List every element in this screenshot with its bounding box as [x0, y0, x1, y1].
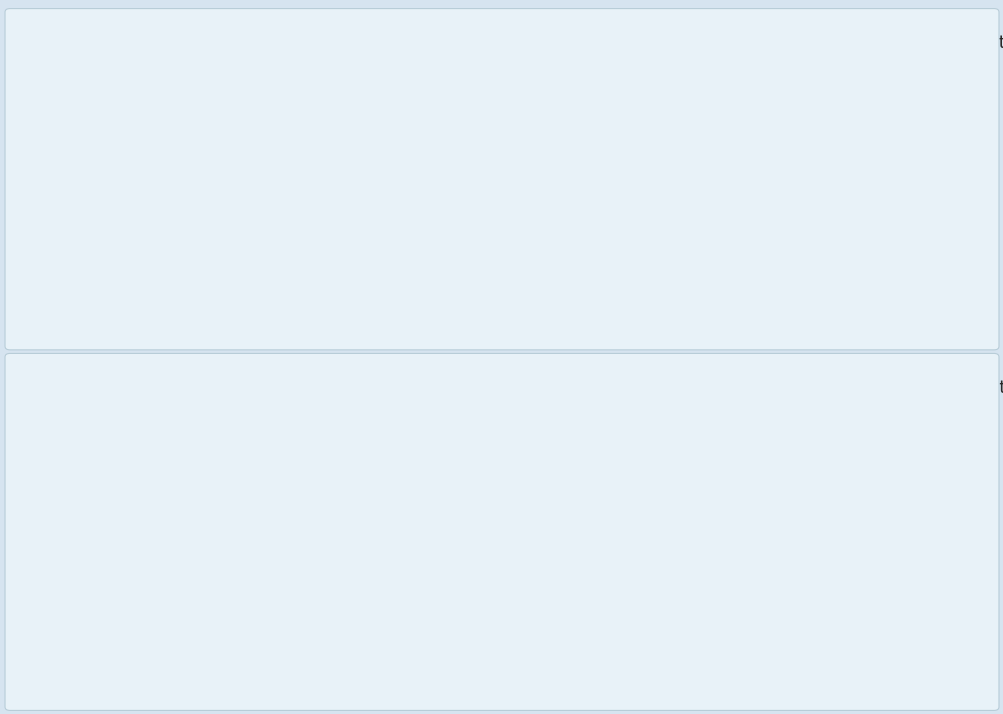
Text: = 2 cos(4: = 2 cos(4 — [292, 34, 381, 52]
Text: d.: d. — [40, 550, 57, 568]
Text: n: n — [933, 34, 944, 52]
Text: = 0.5: = 0.5 — [546, 34, 603, 52]
Text: , then a periodic discrete signal: , then a periodic discrete signal — [635, 34, 916, 52]
Text: t: t — [278, 34, 285, 52]
Text: False: False — [45, 135, 89, 153]
Text: and we want to compute their convolution using array method.: and we want to compute their convolution… — [485, 379, 1003, 397]
Text: )  is sampled at: ) is sampled at — [387, 34, 534, 52]
Text: 4x4 (4 rows and 4 columns): 4x4 (4 rows and 4 columns) — [70, 550, 312, 568]
Text: sec: sec — [603, 34, 635, 52]
Text: 5x5 (5 rows and 5 columns): 5x5 (5 rows and 5 columns) — [70, 494, 313, 512]
Text: x: x — [916, 34, 926, 52]
Text: Let x[n]=[1  0  -1] and v[n]=[1   1   -1] for: Let x[n]=[1 0 -1] and v[n]=[1 1 -1] for — [24, 379, 395, 397]
Text: If a continuous-time signal: If a continuous-time signal — [24, 34, 261, 52]
Text: True: True — [45, 112, 82, 130]
Text: T: T — [534, 34, 546, 52]
Text: [: [ — [926, 34, 933, 52]
Text: -1 ≤: -1 ≤ — [395, 379, 438, 397]
Text: n: n — [438, 379, 449, 397]
Text: x: x — [261, 34, 271, 52]
Text: a.: a. — [40, 466, 56, 484]
Text: b.: b. — [40, 494, 57, 512]
Text: (: ( — [271, 34, 278, 52]
Text: ] is obtained.: ] is obtained. — [944, 34, 1003, 52]
Text: 2x2 (2 rows and 2 columns): 2x2 (2 rows and 2 columns) — [70, 466, 313, 484]
Text: The size of the array will be:: The size of the array will be: — [24, 402, 271, 420]
Text: Select one:: Select one: — [24, 438, 121, 456]
Text: ): ) — [285, 34, 292, 52]
Text: t: t — [381, 34, 387, 52]
Text: c.: c. — [40, 522, 55, 540]
Text: Select one:: Select one: — [24, 86, 121, 104]
Text: ≤ 1: ≤ 1 — [449, 379, 485, 397]
Text: 6x6 (6 rows and 6 columns): 6x6 (6 rows and 6 columns) — [70, 522, 313, 540]
